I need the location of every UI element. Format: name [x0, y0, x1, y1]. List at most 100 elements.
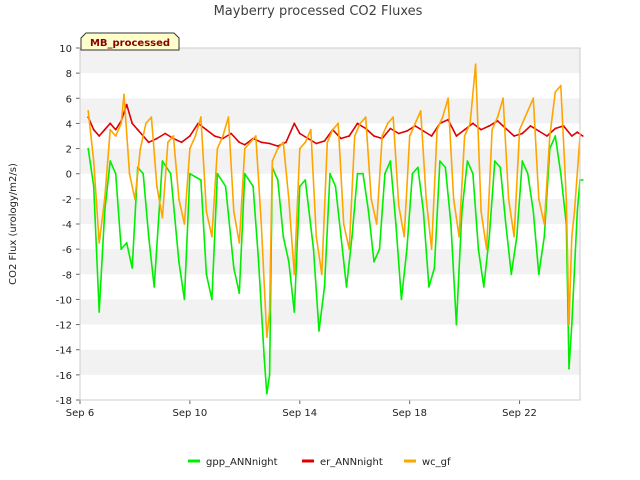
y-tick-label: -6	[62, 245, 72, 256]
background-bands	[80, 48, 580, 400]
data-point	[131, 122, 134, 125]
data-point	[200, 116, 202, 118]
data-point	[304, 141, 307, 144]
series-er_ANNnight	[87, 103, 584, 148]
data-point	[200, 179, 202, 181]
x-tick-label: Sep 6	[66, 408, 94, 419]
y-tick-label: 6	[66, 94, 72, 105]
data-point	[120, 248, 123, 251]
data-point	[252, 185, 255, 188]
data-point	[570, 135, 573, 137]
data-point	[87, 147, 90, 150]
data-point	[216, 147, 219, 150]
data-point	[109, 160, 112, 163]
data-point	[271, 160, 274, 163]
data-point	[224, 185, 227, 188]
data-point	[222, 135, 224, 137]
y-tick-label: 10	[59, 44, 72, 55]
y-axis: -18 -16 -14 -12 -10 -8 -6 -4 -2 0 2 4 6 8 10	[56, 44, 80, 407]
data-point	[433, 267, 436, 269]
x-tick-label: Sep 10	[173, 408, 208, 419]
data-point	[340, 235, 342, 238]
x-tick-label: Sep 18	[392, 408, 427, 419]
data-point	[189, 172, 191, 175]
data-point	[414, 122, 417, 125]
data-point	[257, 260, 260, 263]
data-point	[499, 166, 502, 169]
data-point	[156, 137, 158, 140]
data-point	[559, 172, 562, 175]
data-point	[543, 235, 546, 238]
data-point	[268, 374, 271, 376]
data-point	[320, 273, 323, 276]
data-point	[422, 130, 425, 132]
series-line	[87, 103, 584, 147]
data-point	[243, 147, 246, 150]
data-point	[153, 286, 156, 288]
data-point	[103, 198, 106, 200]
data-point	[136, 128, 139, 131]
data-point	[211, 235, 213, 238]
data-point	[298, 132, 301, 135]
data-point	[249, 141, 252, 144]
badge-label: MB_processed	[90, 38, 170, 49]
data-point	[513, 135, 515, 137]
data-point	[521, 160, 524, 163]
data-point	[441, 116, 444, 118]
data-point	[521, 132, 524, 135]
legend-label: gpp_ANNnight	[206, 457, 278, 468]
data-point	[323, 140, 326, 142]
y-tick-label: 8	[66, 69, 72, 80]
y-tick-label: -8	[62, 270, 72, 281]
data-point	[145, 122, 147, 125]
data-point	[315, 142, 318, 145]
data-point	[98, 311, 101, 313]
data-point	[389, 160, 392, 163]
data-point	[526, 172, 529, 175]
data-point	[128, 172, 131, 175]
data-point	[362, 172, 364, 175]
data-point	[109, 128, 112, 131]
data-point	[458, 235, 460, 238]
data-point	[189, 147, 191, 150]
legend-item: wc_gf	[404, 457, 451, 468]
plot-frame	[79, 47, 581, 401]
data-point	[546, 135, 548, 137]
data-point	[472, 172, 474, 175]
data-point	[337, 122, 340, 125]
data-point	[463, 135, 466, 137]
data-point	[543, 223, 546, 225]
data-point	[227, 116, 230, 118]
data-point	[356, 122, 359, 125]
data-point	[378, 248, 381, 251]
data-point	[147, 141, 150, 144]
data-point	[342, 223, 345, 225]
data-point	[469, 122, 471, 125]
data-point	[329, 172, 331, 175]
data-point	[315, 235, 318, 238]
x-axis: Sep 6 Sep 10 Sep 14 Sep 18 Sep 22	[66, 400, 537, 419]
y-tick-label: 2	[66, 145, 72, 156]
data-point	[439, 160, 441, 163]
data-point	[570, 235, 573, 238]
data-point	[260, 141, 263, 144]
data-point	[444, 166, 447, 169]
data-point	[282, 235, 285, 238]
y-tick-label: -12	[56, 321, 72, 332]
grid-band	[80, 349, 580, 375]
grid-band	[80, 249, 580, 275]
data-point	[276, 145, 279, 148]
series-gpp_ANNnight	[87, 135, 584, 395]
x-tick-label: Sep 14	[282, 408, 317, 419]
data-point	[238, 292, 241, 294]
data-point	[232, 210, 235, 213]
data-point	[164, 132, 167, 135]
data-point	[298, 185, 301, 188]
legend-label: er_ANNnight	[320, 457, 383, 468]
series-line	[87, 135, 583, 395]
data-point	[411, 172, 414, 175]
data-point	[276, 179, 279, 181]
data-point	[491, 128, 493, 131]
data-point	[482, 286, 485, 288]
data-point	[348, 135, 351, 137]
